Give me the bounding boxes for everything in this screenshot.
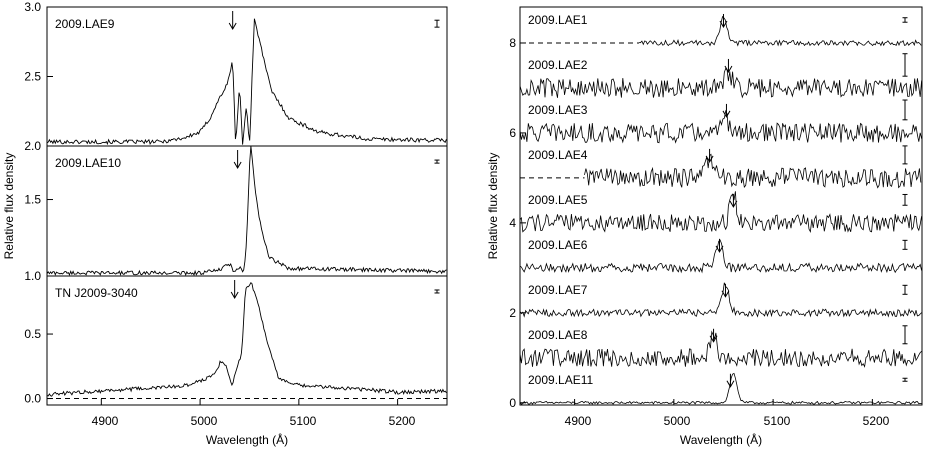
left-xtick-label: 5100 [290,414,317,428]
right-ytick-label: 6 [509,126,516,140]
right-series: 2009.LAE6 [519,238,922,274]
left-panel: 0.0 0.5 TN J2009-3040 [24,280,447,406]
arrow-head [230,291,239,299]
left-panel: 1.0 1.5 2009.LAE10 [24,146,447,283]
series-name: 2009.LAE5 [528,193,588,207]
right-plot-frame [519,6,923,406]
series-name: 2009.LAE4 [528,148,588,162]
left-chart: 2.0 2.5 3.0 2009.LAE9 1.0 1.5 2009.LAE10 0.0 0.5… [2,0,448,447]
right-series: 2009.LAE7 [519,282,922,318]
arrow-head [721,290,730,298]
arrow-head [724,65,733,73]
right-series: 2009.LAE5 [519,191,922,234]
series-name: 2009.LAE2 [528,58,588,72]
series-name: 2009.LAE1 [528,13,588,27]
arrow-head [719,20,728,28]
right-series: 2009.LAE8 [519,325,922,368]
series-name: 2009.LAE6 [528,238,588,252]
spectrum-line [46,18,447,146]
left-ytick-label: 1.0 [24,269,41,283]
right-ytick-label: 2 [509,306,516,320]
series-name: 2009.LAE10 [55,156,121,170]
spectrum-line [519,67,922,99]
arrow-head [715,245,724,253]
spectrum-line [519,282,922,318]
arrow-head [233,161,242,169]
right-ytick-label: 4 [509,216,516,230]
right-ylabel: Relative flux density [486,153,500,260]
right-marks: 0 2 4 6 8 2009.LAE1 2009.LAE2 2009.LAE3 2009.LAE… [509,13,922,410]
spectrum-line [46,146,447,276]
arrow-head [722,110,731,118]
arrow-head [726,380,735,388]
right-series: 2009.LAE3 [519,99,922,144]
left-ylabel: Relative flux density [2,153,16,260]
right-xtick-label: 5200 [863,414,890,428]
left-ytick-label: 0.0 [24,392,41,406]
right-series: 2009.LAE1 [520,13,922,47]
left-ytick-label: 2.0 [24,139,41,153]
left-xtick-label: 5200 [389,414,416,428]
right-ytick-label: 8 [509,36,516,50]
right-xtick-label: 5100 [764,414,791,428]
right-series: 2009.LAE2 [519,53,922,99]
right-series: 2009.LAE11 [519,372,922,405]
spectrum-line [639,15,922,47]
left-ytick-label: 2.5 [24,70,41,84]
left-panel: 2.0 2.5 3.0 2009.LAE9 [24,0,447,153]
series-name: 2009.LAE11 [528,373,593,387]
arrow-head [705,155,714,163]
right-xtick-label: 5000 [664,414,691,428]
spectrum-line [519,372,922,405]
left-xtick-label: 4900 [92,414,119,428]
series-name: 2009.LAE3 [528,103,588,117]
right-ytick-label: 0 [509,396,516,410]
left-marks: 2.0 2.5 3.0 2009.LAE9 1.0 1.5 2009.LAE10 0.0 0.5… [24,0,447,406]
spectrum-line [46,281,447,397]
spectrum-line [519,191,922,234]
left-plot-frame [46,6,448,406]
series-name: 2009.LAE8 [528,328,588,342]
right-xlabel: Wavelength (Å) [680,432,762,447]
spectrum-line [519,330,922,368]
arrow-head [228,22,237,30]
left-xlabel: Wavelength (Å) [206,432,288,447]
left-ytick-label: 3.0 [24,0,41,14]
left-ytick-label: 0.5 [24,327,41,341]
arrow-head [709,335,718,343]
right-series: 2009.LAE4 [520,145,922,189]
spectrum-line [584,153,922,189]
spectrum-line [519,109,922,144]
arrow-head [729,200,738,208]
series-name: TN J2009-3040 [55,286,138,300]
right-chart: 0 2 4 6 8 2009.LAE1 2009.LAE2 2009.LAE3 2009.LAE… [486,6,923,447]
right-xtick-label: 4900 [565,414,592,428]
series-name: 2009.LAE7 [528,283,588,297]
spectrum-line [519,239,922,274]
left-xtick-label: 5000 [191,414,218,428]
left-ytick-label: 1.5 [24,193,41,207]
series-name: 2009.LAE9 [55,17,115,31]
